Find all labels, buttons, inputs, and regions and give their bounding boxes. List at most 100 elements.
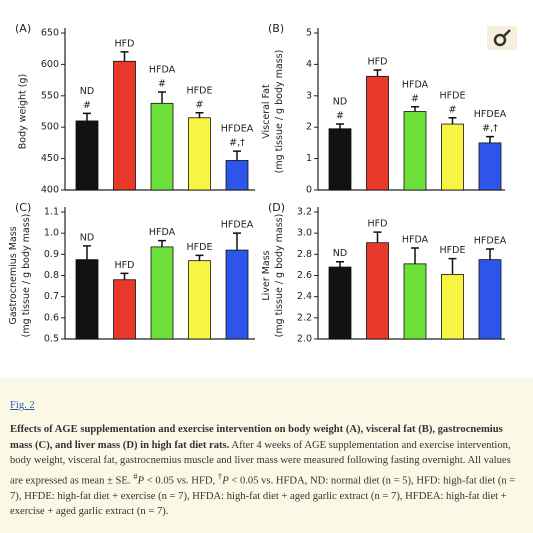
- bar: [478, 259, 502, 340]
- y-tick-label: 4: [306, 59, 312, 70]
- bar-label: HFDA: [149, 65, 176, 76]
- bar: [366, 242, 389, 340]
- y-tick-label: 500: [41, 122, 59, 133]
- y-tick-label: 3.2: [297, 207, 312, 218]
- y-tick-label: 2.0: [297, 334, 312, 345]
- caption: Fig. 2 Effects of AGE supplementation an…: [10, 398, 522, 519]
- bar: [328, 266, 352, 340]
- bar-annotation: #: [336, 111, 344, 122]
- caption-title: Effects of AGE supplementation and exerc…: [10, 424, 503, 451]
- bar-label: HFD: [115, 260, 135, 271]
- bar-label: ND: [80, 232, 94, 243]
- y-tick-label: 550: [41, 90, 59, 101]
- error-bar: [195, 112, 204, 118]
- bar-annotation: #: [196, 99, 204, 110]
- y-tick-label: 0.5: [44, 334, 59, 345]
- y-tick-label: 0: [306, 185, 312, 196]
- y-tick-label: 2.2: [297, 312, 312, 323]
- bar-annotation: #: [83, 100, 91, 111]
- bar-label: ND: [333, 248, 347, 259]
- error-bar: [373, 231, 382, 243]
- bar: [366, 75, 389, 191]
- y-axis-label: Liver Mass: [261, 250, 272, 300]
- figure-link[interactable]: Fig. 2: [10, 400, 35, 411]
- y-tick-label: 450: [41, 153, 59, 164]
- bar: [188, 117, 211, 191]
- bar-annotation: #,†: [482, 123, 498, 134]
- bar: [150, 102, 174, 191]
- y-axis-label: Gastrocnemius Mass: [8, 226, 19, 324]
- panel-label: (C): [15, 201, 31, 214]
- y-tick-label: 600: [41, 59, 59, 70]
- panel-label: (A): [15, 22, 31, 35]
- y-tick-label: 2.8: [297, 249, 312, 260]
- bar: [403, 111, 427, 191]
- error-bar: [448, 257, 457, 275]
- bar-label: HFDEA: [474, 109, 507, 120]
- y-tick-label: 2: [306, 122, 312, 133]
- panel-label: (B): [268, 22, 284, 35]
- y-tick-label: 3: [306, 90, 312, 101]
- bar: [441, 274, 464, 340]
- error-bar: [486, 135, 494, 143]
- caption-text: < 0.05 vs. HFDA, ND: normal diet (n = 5)…: [10, 475, 516, 517]
- error-bar: [120, 272, 129, 280]
- y-axis-label: (mg tissue / g body mass): [274, 50, 285, 174]
- y-tick-label: 3.0: [297, 228, 312, 239]
- y-axis-label: (mg tissue / g body mass): [21, 214, 32, 338]
- bar: [225, 249, 249, 340]
- y-tick-label: 2.6: [297, 270, 312, 281]
- bar-label: HFD: [368, 219, 388, 230]
- bar: [441, 123, 464, 191]
- error-bar: [411, 106, 419, 112]
- icon: [487, 26, 517, 50]
- y-tick-label: 0.6: [44, 312, 59, 323]
- y-axis-label: (mg tissue / g body mass): [274, 214, 285, 338]
- bar: [75, 259, 99, 340]
- caption-p: P: [137, 475, 145, 487]
- bar-label: HFDA: [402, 234, 429, 245]
- bar-label: HFDE: [440, 90, 466, 101]
- bar-label: HFD: [368, 57, 388, 68]
- error-bar: [83, 112, 91, 121]
- bar-label: ND: [333, 97, 347, 108]
- bar: [403, 263, 427, 340]
- bar: [225, 160, 249, 191]
- error-bar: [83, 245, 91, 260]
- bar-label: HFDEA: [474, 236, 507, 247]
- y-tick-label: 0.8: [44, 270, 59, 281]
- y-tick-label: 1.0: [44, 228, 59, 239]
- y-tick-label: 1: [306, 153, 312, 164]
- error-bar: [120, 51, 129, 62]
- panel-label: (D): [268, 201, 285, 214]
- error-bar: [195, 254, 204, 261]
- y-tick-label: 5: [306, 28, 312, 39]
- bar: [478, 142, 502, 191]
- caption-text: After 4 weeks of AGE supplementation and…: [10, 439, 511, 487]
- bar: [150, 246, 174, 340]
- bar-annotation: #: [158, 79, 166, 90]
- y-tick-label: 0.9: [44, 249, 59, 260]
- y-tick-label: 400: [41, 185, 59, 196]
- bar-label: HFD: [115, 38, 135, 49]
- y-tick-label: 0.7: [44, 291, 59, 302]
- bar: [113, 279, 136, 340]
- y-axis-label: Body weight (g): [18, 74, 29, 150]
- caption-p: P: [222, 475, 229, 487]
- bar-label: HFDE: [187, 242, 213, 253]
- bar: [113, 60, 136, 191]
- error-bar: [233, 232, 241, 251]
- bar-annotation: #: [449, 104, 457, 115]
- error-bar: [233, 150, 241, 161]
- caption-sup: †: [217, 470, 223, 481]
- bar: [328, 128, 352, 191]
- bar-annotation: #,†: [229, 138, 245, 149]
- bar-label: HFDEA: [221, 124, 254, 135]
- error-bar: [336, 123, 344, 129]
- bar: [188, 260, 211, 340]
- caption-text: < 0.05 vs. HFD,: [146, 475, 216, 487]
- error-bar: [411, 247, 419, 264]
- y-tick-label: 1.1: [44, 207, 59, 218]
- y-tick-label: 650: [41, 28, 59, 39]
